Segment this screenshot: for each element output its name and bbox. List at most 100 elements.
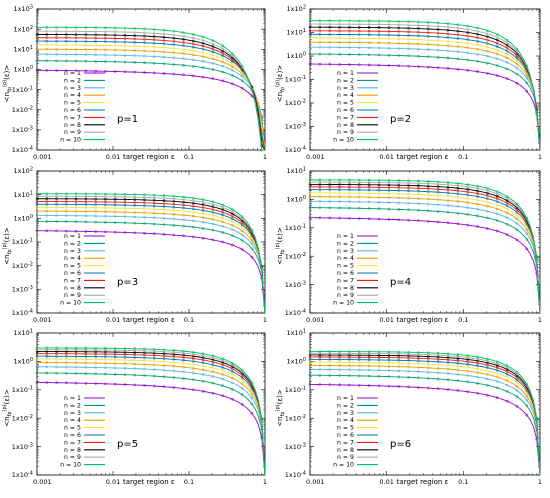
series-point-n9 [308, 351, 312, 355]
series-point-n7 [94, 36, 97, 40]
series-point-n1 [231, 82, 234, 86]
series-point-n10 [348, 19, 351, 23]
series-point-n8 [74, 33, 78, 37]
series-point-n1 [182, 387, 185, 390]
series-point-n7 [348, 185, 351, 189]
x-axis-label: target region ε [397, 153, 449, 161]
series-point-n10 [74, 26, 78, 29]
series-point-n1 [94, 382, 97, 385]
legend-label: n = 5 [64, 263, 81, 270]
series-point-n2 [446, 56, 450, 60]
series-point-n3 [191, 371, 195, 375]
series-point-n7 [446, 188, 450, 192]
series-point-n2 [35, 371, 39, 375]
legend-label: n = 8 [337, 122, 354, 129]
series-point-n5 [64, 206, 68, 209]
series-point-n2 [231, 74, 234, 77]
series-point-n10 [495, 360, 499, 364]
series-point-n9 [182, 198, 185, 201]
series-point-n5 [133, 359, 137, 362]
series-point-n9 [328, 22, 332, 26]
series-point-n7 [466, 190, 470, 194]
series-point-n1 [162, 385, 166, 389]
series-point-n1 [338, 383, 341, 387]
series-point-n9 [84, 195, 88, 198]
series-point-n1 [446, 221, 450, 225]
series-point-n4 [308, 364, 312, 367]
legend-label: n = 8 [64, 447, 81, 454]
series-point-n6 [348, 33, 351, 36]
series-point-n1 [348, 216, 351, 220]
series-point-n4 [426, 366, 430, 370]
y-tick-label: 1x10-4 [285, 309, 306, 318]
series-point-n3 [377, 368, 381, 372]
series-point-n6 [201, 361, 205, 365]
series-point-n9 [45, 29, 49, 33]
series-point-n2 [113, 221, 117, 224]
series-point-n8 [162, 35, 166, 39]
series-point-n4 [221, 60, 224, 64]
legend-label: n = 6 [64, 432, 81, 439]
series-point-n2 [45, 220, 49, 223]
series-point-n4 [338, 195, 341, 199]
series-point-n2 [133, 373, 137, 377]
series-point-n4 [456, 368, 460, 372]
series-point-n10 [55, 25, 58, 29]
series-point-n7 [45, 200, 49, 203]
series-point-n10 [191, 33, 195, 36]
series-point-n3 [84, 53, 88, 56]
series-point-n8 [84, 197, 88, 201]
series-point-n5 [211, 53, 215, 57]
series-point-n10 [357, 350, 361, 353]
series-point-n8 [456, 29, 460, 33]
series-point-n9 [397, 352, 401, 356]
legend-label: n = 6 [64, 107, 81, 114]
x-tick-label: 0.001 [306, 153, 325, 161]
series-point-n10 [417, 20, 420, 24]
series-point-n3 [133, 54, 137, 58]
y-tick-label: 1x103 [14, 5, 33, 14]
series-point-n8 [417, 27, 420, 30]
series-point-n4 [35, 209, 39, 213]
series-point-n7 [113, 200, 117, 204]
series-point-n10 [505, 195, 509, 198]
series-point-n9 [143, 31, 146, 35]
series-point-n4 [397, 365, 401, 368]
series-point-n5 [328, 191, 332, 195]
series-point-n6 [387, 189, 391, 192]
series-point-n4 [446, 367, 450, 371]
series-point-n8 [377, 354, 381, 357]
series-point-n5 [328, 360, 332, 364]
series-point-n2 [357, 206, 361, 210]
series-point-n3 [318, 200, 322, 203]
series-point-n5 [426, 193, 430, 197]
series-point-n6 [211, 363, 215, 367]
series-point-n1 [64, 381, 68, 385]
series-point-n6 [162, 205, 166, 208]
series-point-n3 [113, 366, 117, 370]
series-point-n6 [407, 34, 410, 37]
legend-label: n = 8 [337, 447, 354, 454]
series-point-n1 [456, 67, 460, 71]
series-point-n9 [64, 29, 68, 33]
legend-label: n = 3 [64, 85, 81, 92]
series-point-n3 [133, 367, 137, 370]
series-point-n8 [113, 197, 117, 201]
legend-label: n = 3 [64, 410, 81, 417]
series-point-n9 [84, 30, 88, 33]
series-point-n5 [221, 57, 224, 60]
legend-label: n = 4 [337, 92, 354, 99]
series-point-n6 [387, 33, 391, 37]
series-point-n3 [348, 368, 351, 372]
series-point-n10 [182, 31, 185, 34]
series-point-n1 [45, 229, 49, 233]
series-point-n7 [407, 30, 410, 34]
series-point-n6 [446, 361, 450, 364]
series-point-n7 [64, 36, 68, 40]
x-tick-label: 0.01 [106, 478, 120, 486]
series-point-n10 [387, 19, 391, 23]
series-point-n3 [426, 370, 430, 374]
legend-label: n = 2 [64, 240, 81, 247]
series-point-n7 [84, 36, 88, 40]
series-point-n7 [466, 34, 470, 38]
